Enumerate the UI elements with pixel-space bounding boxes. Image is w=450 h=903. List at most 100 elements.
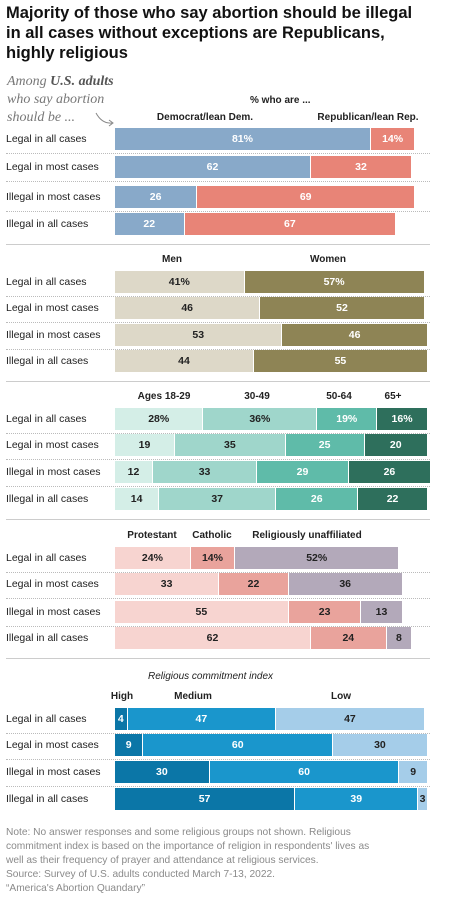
category-label: Legal in all cases (6, 713, 87, 725)
bar-segment: 9 (399, 761, 428, 783)
bar-segment: 22 (358, 488, 428, 510)
bar-segment: 26 (276, 488, 359, 510)
bar-segment: 20 (364, 434, 428, 456)
bar-segment: 33 (115, 573, 220, 595)
data-label: 28% (148, 413, 170, 425)
data-label: 44 (178, 355, 190, 367)
bar-segment: 81% (115, 128, 371, 150)
title-line: highly religious (6, 44, 128, 62)
legend-label: Medium (174, 691, 212, 702)
bar-segment: 14% (190, 547, 236, 569)
bar-segment: 41% (115, 271, 245, 293)
data-label: 26 (310, 493, 323, 505)
section-divider (6, 381, 430, 382)
bar-segment: 8 (386, 627, 413, 649)
data-label: 39 (350, 793, 363, 805)
footnote: Note: No answer responses and some relig… (6, 826, 446, 896)
bar-segment: 67 (184, 213, 397, 235)
pct-header: % who are ... (250, 95, 311, 106)
data-label: 55 (195, 606, 208, 618)
note-line: Source: Survey of U.S. adults conducted … (6, 869, 275, 880)
data-label: 24 (342, 632, 355, 644)
data-label: 22 (386, 493, 399, 505)
data-label: 9 (410, 766, 417, 778)
intro-text: Among U.S. adults who say abortion shoul… (7, 73, 135, 127)
data-label: 60 (231, 739, 244, 751)
data-label: 20 (389, 439, 402, 451)
data-label: 53 (192, 329, 205, 341)
legend-label: Protestant (127, 530, 177, 541)
row-divider (6, 211, 430, 212)
data-label: 29 (296, 466, 309, 478)
data-label: 19 (138, 439, 151, 451)
bar-segment: 55 (254, 350, 428, 372)
legend-label: Religiously unaffiliated (252, 530, 362, 541)
data-label: 14% (201, 552, 223, 564)
data-label: 46 (181, 302, 194, 314)
bar-segment: 22 (115, 213, 185, 235)
data-label: 23 (318, 606, 331, 618)
bar-segment: 26 (348, 461, 431, 483)
category-label: Illegal in most cases (6, 191, 101, 203)
row-divider (6, 181, 430, 182)
data-label: 57% (323, 276, 345, 288)
row-divider (6, 733, 430, 734)
data-label: 26 (383, 466, 396, 478)
data-label: 52% (306, 552, 328, 564)
data-label: 55 (334, 355, 347, 367)
bar-segment: 30 (115, 761, 210, 783)
category-label: Illegal in all cases (6, 793, 89, 805)
bar-segment: 37 (159, 488, 277, 510)
bar-segment: 55 (115, 601, 289, 623)
category-label: Legal in most cases (6, 302, 99, 314)
bar-segment: 52% (235, 547, 400, 569)
row-divider (6, 759, 430, 760)
data-label: 35 (223, 439, 236, 451)
section-divider (6, 658, 430, 659)
bar-segment: 46 (115, 297, 261, 319)
note-line: commitment index is based on the importa… (6, 841, 370, 852)
data-label: 62 (206, 632, 219, 644)
bar-segment: 12 (115, 461, 153, 483)
data-label: 57 (198, 793, 211, 805)
bar-segment: 32 (310, 156, 413, 178)
data-label: 3 (419, 793, 426, 805)
bar-segment: 19% (317, 408, 378, 430)
data-label: 47 (344, 713, 356, 725)
data-label: 30 (156, 766, 168, 778)
category-label: Legal in most cases (6, 161, 99, 173)
bar-segment: 25 (285, 434, 365, 456)
legend-label: 30-49 (244, 391, 270, 402)
bar-segment: 24 (310, 627, 387, 649)
category-label: Illegal in all cases (6, 355, 89, 367)
bar-segment: 14 (115, 488, 160, 510)
row-divider (6, 459, 430, 460)
section-divider (6, 244, 430, 245)
bar-segment: 52 (260, 297, 425, 319)
bar-segment: 29 (257, 461, 349, 483)
data-label: 16% (391, 413, 413, 425)
data-label: 33 (160, 578, 173, 590)
legend-label: Ages 18-29 (137, 391, 191, 402)
data-label: 41% (168, 276, 190, 288)
pointer-arrow-icon (95, 112, 114, 127)
row-divider (6, 786, 430, 787)
legend-label: Catholic (192, 530, 232, 541)
chart-title: Majority of those who say abortion shoul… (6, 3, 446, 63)
legend-label: Democrat/lean Dem. (156, 112, 254, 123)
data-label: 60 (298, 766, 310, 778)
legend-label: High (110, 691, 134, 702)
data-label: 81% (231, 133, 253, 145)
bar-segment: 26 (115, 186, 198, 208)
category-label: Legal in most cases (6, 739, 99, 751)
bar-segment: 9 (115, 734, 144, 756)
category-label: Legal in all cases (6, 552, 87, 564)
bar-segment: 23 (288, 601, 362, 623)
data-label: 19% (336, 413, 358, 425)
data-label: 4 (117, 713, 124, 725)
bar-segment: 53 (115, 324, 283, 346)
row-divider (6, 626, 430, 627)
row-divider (6, 486, 430, 487)
bar-segment: 36% (203, 408, 318, 430)
data-label: 14 (130, 493, 143, 505)
